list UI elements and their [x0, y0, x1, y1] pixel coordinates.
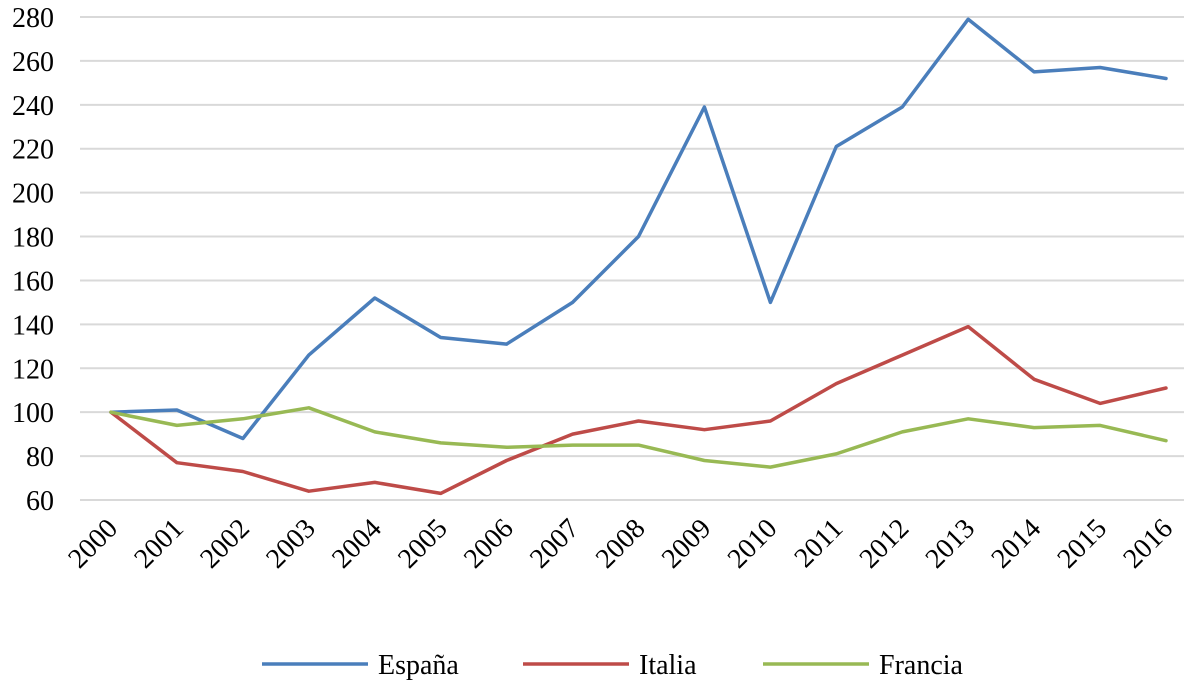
x-tick-label: 2001 — [128, 513, 190, 575]
x-tick-label: 2008 — [590, 513, 652, 575]
x-axis-tick-labels: 2000 2001 2002 2003 2004 2005 2006 2007 2008 2009… — [62, 513, 1179, 575]
y-tick-label: 200 — [12, 179, 54, 210]
y-tick-label: 280 — [12, 3, 54, 34]
x-tick-label: 2009 — [656, 513, 718, 575]
legend-item-francia: Francia — [763, 650, 964, 681]
y-tick-label: 120 — [12, 354, 54, 385]
x-tick-label: 2012 — [854, 513, 916, 575]
x-tick-label: 2006 — [458, 513, 520, 575]
series-lines — [109, 17, 1168, 496]
series-line-francia — [109, 406, 1168, 469]
y-axis-tick-labels: 60 80 100 120 140 160 180 200 220 240 260 280 — [12, 3, 54, 517]
y-tick-label: 100 — [12, 398, 54, 429]
legend-label: España — [378, 650, 459, 681]
x-tick-label: 2005 — [392, 513, 454, 575]
x-tick-label: 2003 — [260, 513, 322, 575]
y-tick-label: 180 — [12, 223, 54, 254]
y-tick-label: 160 — [12, 266, 54, 297]
x-tick-label: 2004 — [326, 513, 388, 575]
legend: España Italia Francia — [262, 650, 964, 681]
x-tick-label: 2000 — [62, 513, 124, 575]
x-tick-label: 2002 — [194, 513, 256, 575]
y-tick-label: 60 — [26, 486, 54, 517]
legend-item-italia: Italia — [523, 650, 697, 681]
y-tick-label: 220 — [12, 135, 54, 166]
legend-label: Francia — [879, 650, 964, 681]
x-tick-label: 2015 — [1051, 513, 1113, 575]
gridlines — [80, 16, 1184, 501]
x-tick-label: 2016 — [1117, 513, 1179, 575]
x-tick-label: 2013 — [920, 513, 982, 575]
x-tick-label: 2007 — [524, 513, 586, 575]
y-tick-label: 80 — [26, 442, 54, 473]
x-tick-label: 2010 — [722, 513, 784, 575]
x-tick-label: 2011 — [788, 513, 849, 574]
series-line-italia — [109, 324, 1168, 496]
x-tick-label: 2014 — [986, 513, 1048, 575]
series-line-españa — [109, 17, 1168, 441]
legend-label: Italia — [639, 650, 697, 681]
y-tick-label: 260 — [12, 47, 54, 78]
y-tick-label: 240 — [12, 91, 54, 122]
legend-item-españa: España — [262, 650, 459, 681]
y-tick-label: 140 — [12, 310, 54, 341]
